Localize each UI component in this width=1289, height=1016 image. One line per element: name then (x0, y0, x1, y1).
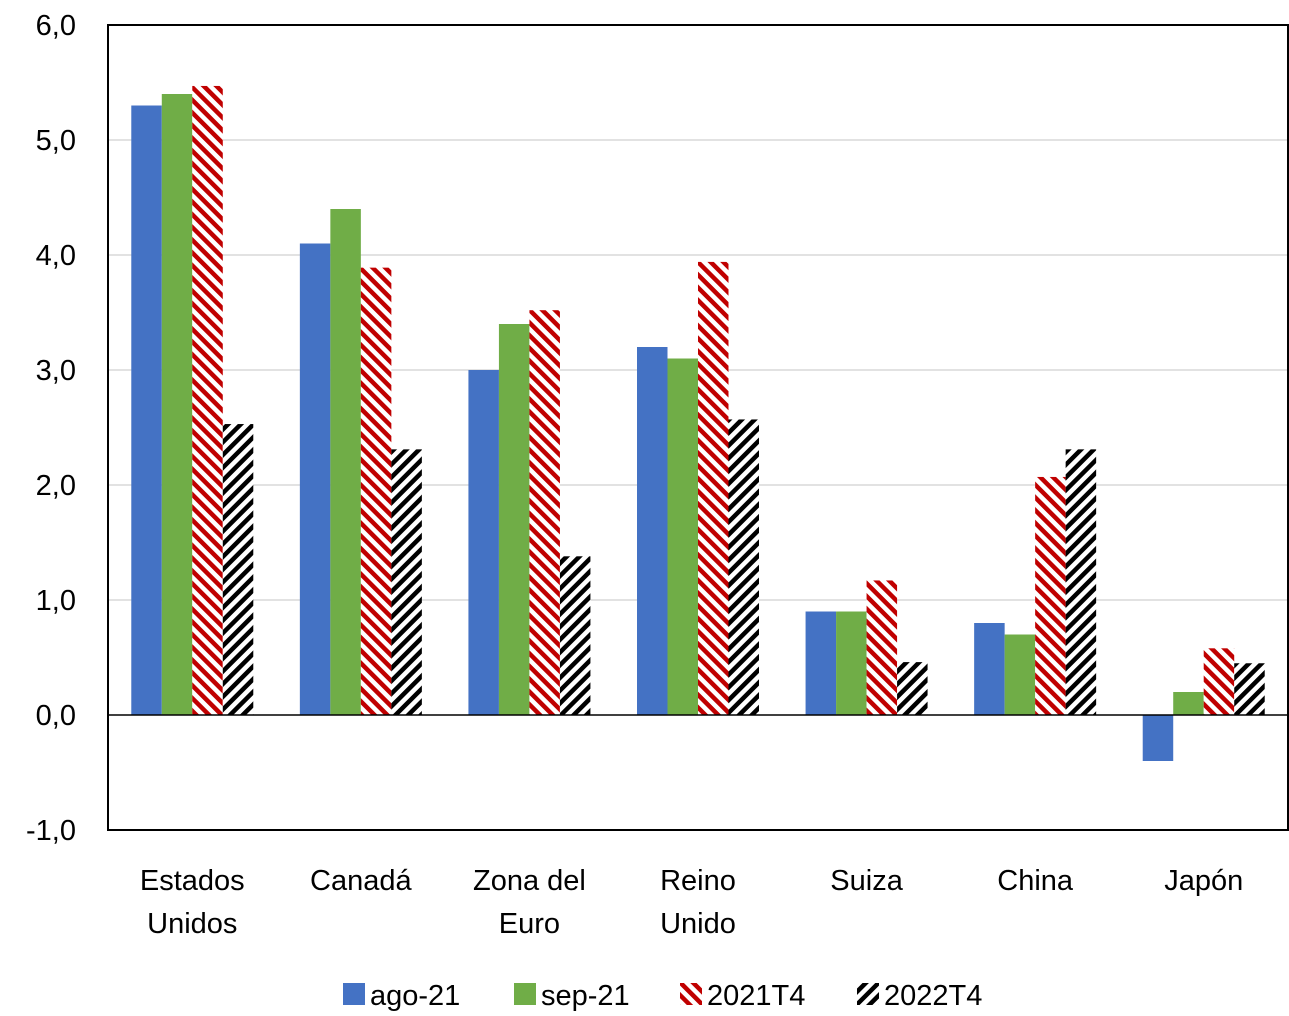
bar-sep-21-2 (498, 324, 530, 715)
y-tick-label: 3,0 (36, 355, 76, 387)
bar-2021T4-2 (529, 310, 560, 715)
y-tick-label: 2,0 (36, 470, 76, 502)
x-category-label: Suiza (830, 865, 903, 897)
y-tick-label: -1,0 (26, 815, 76, 847)
bar-sep-21-5 (1004, 634, 1036, 715)
y-tick-label: 0,0 (36, 700, 76, 732)
legend-label: ago-21 (370, 980, 460, 1011)
x-category-label: China (997, 865, 1074, 897)
bar-sep-21-3 (667, 358, 698, 715)
legend-label: sep-21 (541, 980, 630, 1011)
x-category-label: Estados Unidos (140, 865, 245, 940)
bar-ago-21-4 (805, 611, 837, 715)
y-tick-label: 4,0 (36, 240, 76, 272)
bar-2022T4-1 (391, 449, 422, 715)
bar-2022T4-4 (897, 662, 928, 715)
bar-sep-21-6 (1173, 692, 1204, 715)
bar-sep-21-1 (330, 209, 361, 715)
bar-2022T4-6 (1234, 663, 1265, 715)
legend-swatch (343, 983, 365, 1005)
bar-ago-21-1 (299, 243, 331, 715)
bar-2022T4-2 (559, 556, 591, 715)
y-tick-label: 1,0 (36, 585, 76, 617)
bar-ago-21-0 (131, 105, 162, 715)
x-category-label: Japón (1164, 865, 1243, 897)
legend-item-2021T4: 2021T4 (680, 980, 805, 1012)
legend-swatch (857, 983, 879, 1005)
bars (131, 85, 1265, 761)
legend-item-sep-21: sep-21 (514, 980, 630, 1012)
y-tick-label: 5,0 (36, 125, 76, 157)
bar-sep-21-4 (836, 611, 867, 715)
bar-2022T4-0 (222, 424, 254, 715)
legend-label: 2022T4 (884, 980, 982, 1011)
bar-ago-21-2 (468, 370, 499, 715)
axes (107, 24, 1289, 831)
x-category-label: Zona del Euro (473, 865, 586, 940)
bar-2021T4-4 (866, 580, 898, 715)
bar-ago-21-6 (1142, 715, 1174, 761)
legend-item-ago-21: ago-21 (343, 980, 460, 1012)
bar-2021T4-1 (360, 267, 392, 715)
bar-sep-21-0 (161, 94, 193, 715)
legend: ago-21 sep-21 2021T4 2022T4 (343, 980, 982, 1012)
bar-2022T4-3 (728, 419, 759, 715)
x-category-labels: Estados Unidos Canadá Zona del Euro Reino Unid… (140, 865, 1243, 940)
bar-2021T4-0 (192, 85, 223, 715)
y-tick-label: 6,0 (36, 10, 76, 42)
bar-2022T4-5 (1065, 449, 1097, 715)
legend-item-2022T4: 2022T4 (857, 980, 982, 1012)
bar-2021T4-6 (1203, 648, 1235, 715)
bar-2021T4-3 (698, 261, 729, 715)
x-category-label: Reino Unido (660, 865, 736, 940)
bar-ago-21-5 (974, 623, 1005, 715)
y-tick-labels: -1,0 0,0 1,0 2,0 3,0 4,0 5,0 6,0 (26, 10, 76, 847)
legend-swatch (680, 983, 702, 1005)
bar-ago-21-3 (637, 347, 668, 715)
legend-label: 2021T4 (707, 980, 805, 1011)
plot-border (107, 24, 1289, 831)
bar-2021T4-5 (1035, 476, 1066, 715)
legend-swatch (514, 983, 536, 1005)
x-category-label: Canadá (310, 865, 412, 897)
